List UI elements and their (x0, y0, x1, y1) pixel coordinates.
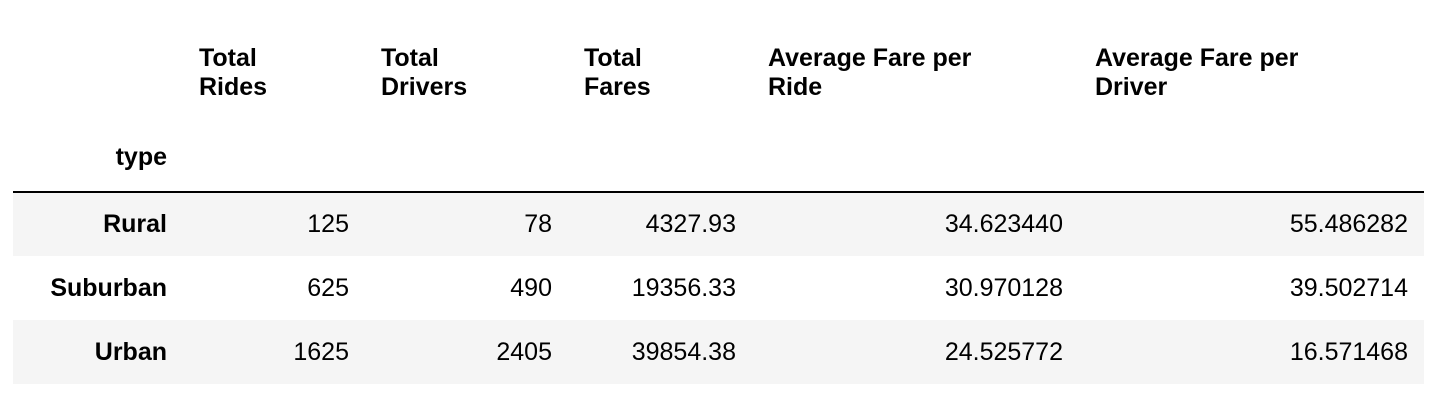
column-header-line: Total Fares (584, 44, 651, 101)
empty-cell (365, 124, 568, 193)
table-cell: 19356.33 (631, 273, 736, 302)
row-index: Urban (13, 320, 183, 384)
table-cell: 490 (510, 273, 552, 302)
table-row: Rural 125 78 4327.93 34.623440 55.486282 (13, 192, 1424, 256)
column-header: Average Fare per Ride (752, 0, 1079, 124)
table-cell: 4327.93 (568, 192, 752, 256)
table-cell: 16.571468 (1079, 320, 1424, 384)
table-cell: 625 (307, 273, 349, 302)
dataframe-table: Total Rides Total Drivers Total Fares Avera… (13, 0, 1424, 384)
table-row: Suburban 625 490 19356.33 30.970128 39.5… (13, 256, 1424, 320)
table-cell: 34.623440 (752, 192, 1079, 256)
table-cell: 55.486282 (1079, 192, 1424, 256)
table-cell: 2405 (365, 320, 568, 384)
column-header: Total Rides (183, 0, 365, 124)
column-header-line: Average Fare per Ride (768, 44, 972, 101)
row-index: Rural (13, 192, 183, 256)
table-cell: 1625 (183, 320, 365, 384)
column-header-line: Total Drivers (381, 44, 468, 101)
column-header-line: Average Fare per Driver (1095, 44, 1299, 101)
column-header: Average Fare per Driver (1079, 0, 1424, 124)
corner-cell (13, 0, 183, 124)
column-header: Total Drivers (365, 0, 568, 124)
table-cell: 78 (365, 192, 568, 256)
row-index: Suburban (50, 273, 167, 302)
empty-cell (1079, 124, 1424, 193)
empty-cell (183, 124, 365, 193)
dataframe-container: Total Rides Total Drivers Total Fares Avera… (13, 0, 1424, 384)
empty-cell (568, 124, 752, 193)
table-cell: 30.970128 (944, 273, 1063, 302)
table-cell: 125 (183, 192, 365, 256)
column-header-line: Total Rides (199, 44, 268, 101)
column-header: Total Fares (568, 0, 752, 124)
column-header-row: Total Rides Total Drivers Total Fares Avera… (13, 0, 1424, 124)
table-row: Urban 1625 2405 39854.38 24.525772 16.57… (13, 320, 1424, 384)
empty-cell (752, 124, 1079, 193)
index-name: type (13, 124, 183, 193)
table-cell: 39854.38 (568, 320, 752, 384)
table-cell: 24.525772 (752, 320, 1079, 384)
table-cell: 39.502714 (1289, 273, 1408, 302)
index-name-row: type (13, 124, 1424, 193)
